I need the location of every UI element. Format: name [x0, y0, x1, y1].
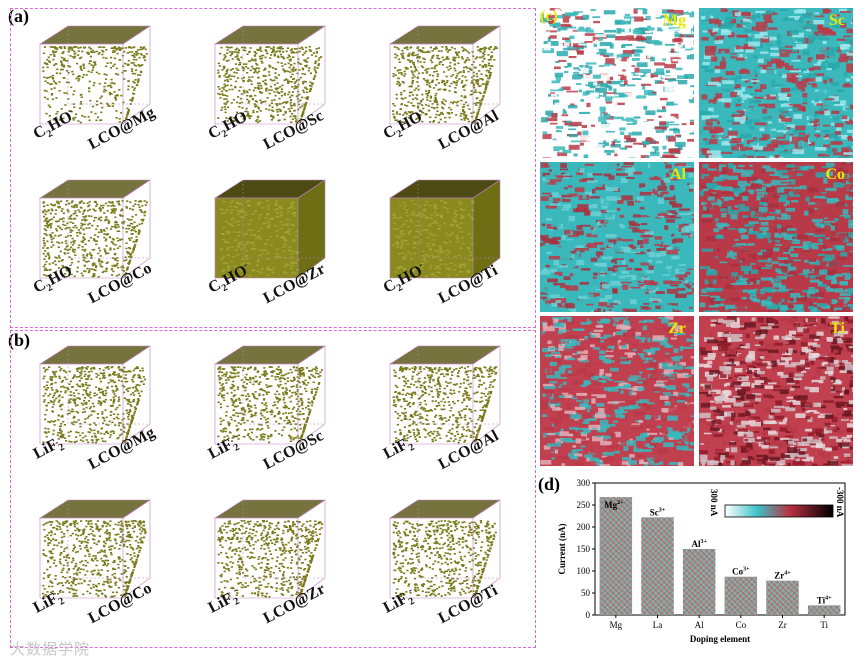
plot-frame	[594, 482, 846, 616]
b-cube-lco-zr	[203, 490, 333, 602]
y-tick-label: 300	[577, 478, 591, 488]
map-co: Co	[699, 162, 853, 312]
x-tick-label: Mg	[610, 620, 623, 630]
panel-b-label: (b)	[8, 330, 30, 350]
a-cube-lco-ti	[378, 170, 508, 282]
bar-ion-label: Ti4+	[817, 595, 832, 605]
panel-b-frame	[10, 330, 536, 648]
colorbar-right-label: -300 nA	[835, 487, 845, 518]
map-ti: Ti	[699, 316, 853, 466]
y-tick-label: 200	[577, 522, 591, 532]
bar-mg	[599, 497, 633, 615]
map-element-label: Zr	[668, 320, 686, 337]
x-tick-label: Zr	[778, 620, 787, 630]
b-cube-lco-co	[28, 490, 158, 602]
map-sc: Sc	[699, 8, 853, 158]
y-tick-label: 100	[577, 566, 591, 576]
map-zr: Zr	[540, 316, 694, 466]
bar-ion-label: Al3+	[691, 539, 707, 549]
y-tick-label: 50	[581, 588, 591, 598]
y-axis-label: Current (nA)	[557, 523, 567, 574]
watermark: 大数据学院	[10, 640, 91, 658]
a-cube-lco-co	[28, 170, 158, 282]
x-tick-label: Ti	[820, 620, 828, 630]
x-tick-label: La	[653, 620, 663, 630]
map-element-label: Co	[825, 166, 845, 183]
b-cube-lco-mg	[28, 336, 158, 448]
a-cube-lco-zr	[203, 170, 333, 282]
bar-ion-label: Mg2+	[604, 500, 624, 510]
map-element-label: Sc	[829, 12, 845, 29]
map-element-label: Ti	[830, 320, 845, 337]
b-cube-lco-al	[378, 336, 508, 448]
panel-a-frame	[10, 8, 536, 328]
a-cube-lco-sc	[203, 16, 333, 128]
b-cube-lco-ti	[378, 490, 508, 602]
map-element-label: Al	[670, 166, 686, 183]
y-tick-label: 0	[586, 610, 591, 620]
panel-d-label: (d)	[538, 474, 560, 494]
current-bar-chart: 0 50 100 150 200 250 300 Mg Mg2+ La Sc3+ Al Al3+ Co Co…	[553, 475, 853, 657]
panel-c-label: (c)	[540, 8, 558, 25]
y-tick-label: 250	[577, 500, 591, 510]
bar-ion-label: Sc3+	[650, 507, 666, 517]
y-tick-label: 150	[577, 544, 591, 554]
panel-a-label: (a)	[8, 6, 29, 26]
map-mg: Mg	[540, 8, 694, 158]
x-tick-label: Co	[736, 620, 747, 630]
bar-la	[641, 517, 674, 615]
a-cube-lco-mg	[28, 16, 158, 128]
x-axis-label: Doping element	[690, 634, 750, 644]
bar-al	[682, 549, 716, 615]
b-cube-lco-sc	[203, 336, 333, 448]
bar-ion-label: Zr4+	[774, 571, 791, 581]
chart-svg: 0 50 100 150 200 250 300 Mg Mg2+ La Sc3+ Al Al3+ Co Co…	[557, 478, 846, 644]
map-al: Al	[540, 162, 694, 312]
bar-zr	[766, 580, 799, 615]
x-tick-label: Al	[695, 620, 704, 630]
bar-ion-label: Co3+	[732, 567, 750, 577]
colorbar	[724, 504, 834, 518]
bar-co	[724, 576, 758, 615]
map-element-label: Mg	[662, 12, 686, 29]
colorbar-left-label: 300 nA	[709, 489, 719, 517]
a-cube-lco-al	[378, 16, 508, 128]
bar-ti	[807, 605, 841, 615]
